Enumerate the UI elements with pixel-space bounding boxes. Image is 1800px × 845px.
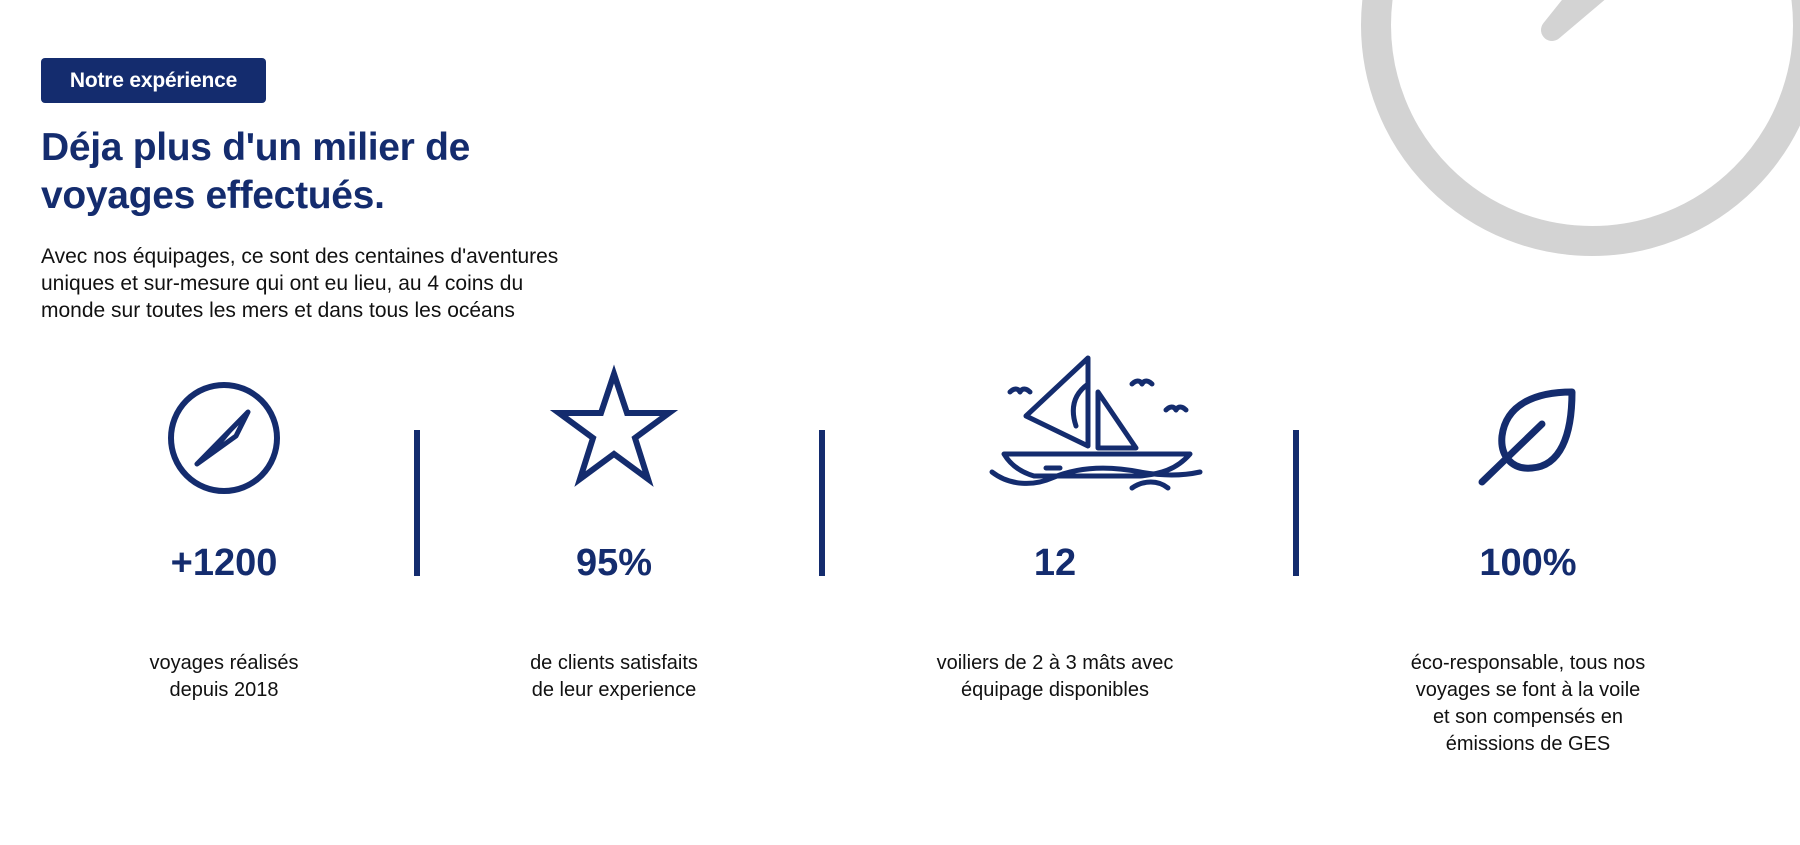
leaf-icon	[1478, 388, 1576, 486]
stat-desc-line: voiliers de 2 à 3 mâts avec	[936, 652, 1174, 674]
stat-desc-voyages: voyages réalisés depuis 2018	[54, 650, 394, 704]
intro-line: uniques et sur-mesure qui ont eu lieu, a…	[41, 272, 524, 295]
section-badge: Notre expérience	[41, 58, 266, 103]
stat-desc-line: émissions de GES	[1445, 733, 1611, 755]
stat-desc-eco: éco-responsable, tous nos voyages se fon…	[1358, 650, 1698, 758]
stat-desc-line: voyages réalisés	[149, 652, 299, 674]
sailboat-icon	[989, 355, 1203, 491]
stat-value-voyages: +1200	[170, 542, 278, 584]
stat-divider	[1293, 430, 1299, 576]
stat-desc-line: voyages se font à la voile	[1415, 679, 1641, 701]
stat-desc-line: de clients satisfaits	[530, 652, 698, 674]
decorative-compass-icon	[1361, 0, 1800, 256]
page-title-line: voyages effectués.	[41, 174, 385, 217]
stat-value-satisfaction: 95%	[575, 542, 653, 584]
stat-divider	[414, 430, 420, 576]
stat-divider	[819, 430, 825, 576]
compass-icon	[168, 382, 280, 494]
stat-desc-satisfaction: de clients satisfaits de leur experience	[444, 650, 784, 704]
stat-desc-line: éco-responsable, tous nos	[1410, 652, 1646, 674]
stat-value-boats: 12	[1033, 542, 1077, 584]
star-icon	[549, 364, 679, 487]
page-title: Déja plus d'un milier de voyages effectu…	[41, 124, 601, 220]
intro-line: Avec nos équipages, ce sont des centaine…	[41, 245, 559, 268]
stat-desc-line: équipage disponibles	[961, 679, 1149, 701]
stat-value-eco: 100%	[1479, 542, 1577, 584]
stat-desc-line: et son compensés en	[1432, 706, 1624, 728]
intro-paragraph: Avec nos équipages, ce sont des centaine…	[41, 243, 641, 324]
intro-line: monde sur toutes les mers et dans tous l…	[41, 299, 515, 322]
stat-desc-boats: voiliers de 2 à 3 mâts avec équipage dis…	[885, 650, 1225, 704]
page-title-line: Déja plus d'un milier de	[41, 126, 470, 169]
stat-desc-line: depuis 2018	[169, 679, 279, 701]
stat-desc-line: de leur experience	[531, 679, 697, 701]
